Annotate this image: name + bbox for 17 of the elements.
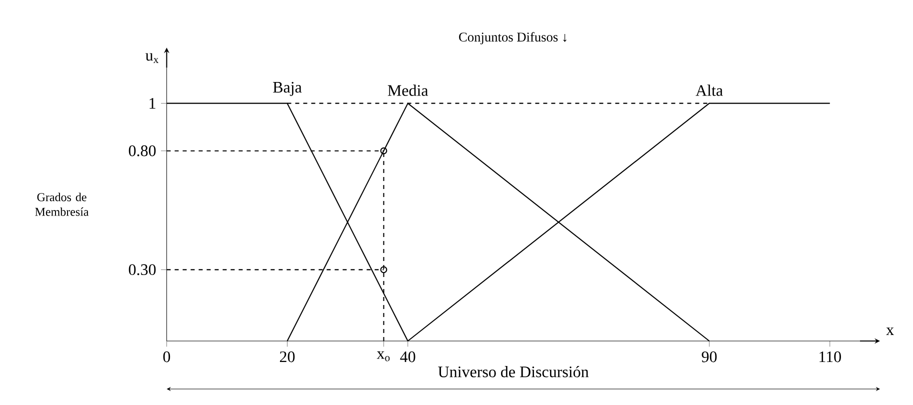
text: u$_{x}$ [146,53,159,63]
y-axis-title: Grados de Membresía [35,192,89,216]
x-tick-label: 20 [280,351,295,362]
series-label: Media [388,84,428,96]
x-axis-title: Universo de Discursión [438,366,589,378]
y-tick-label: 0.30 [128,264,156,276]
x-tick-label: 90 [702,351,717,362]
x-tick-label: 0 [163,351,170,362]
series-label: Baja [273,82,302,96]
series-label: Alta [696,84,723,96]
text: x [886,328,894,335]
y-tick-label: 0.80 [128,145,156,156]
y-tick-label: 1 [150,98,156,109]
x-tick-label: 110 [820,351,841,362]
x-tick-label: 40 [400,351,416,362]
x-tick-label: x$_{o}$ [376,351,390,362]
chart-title: Conjuntos Difusos ↓ [459,32,566,44]
